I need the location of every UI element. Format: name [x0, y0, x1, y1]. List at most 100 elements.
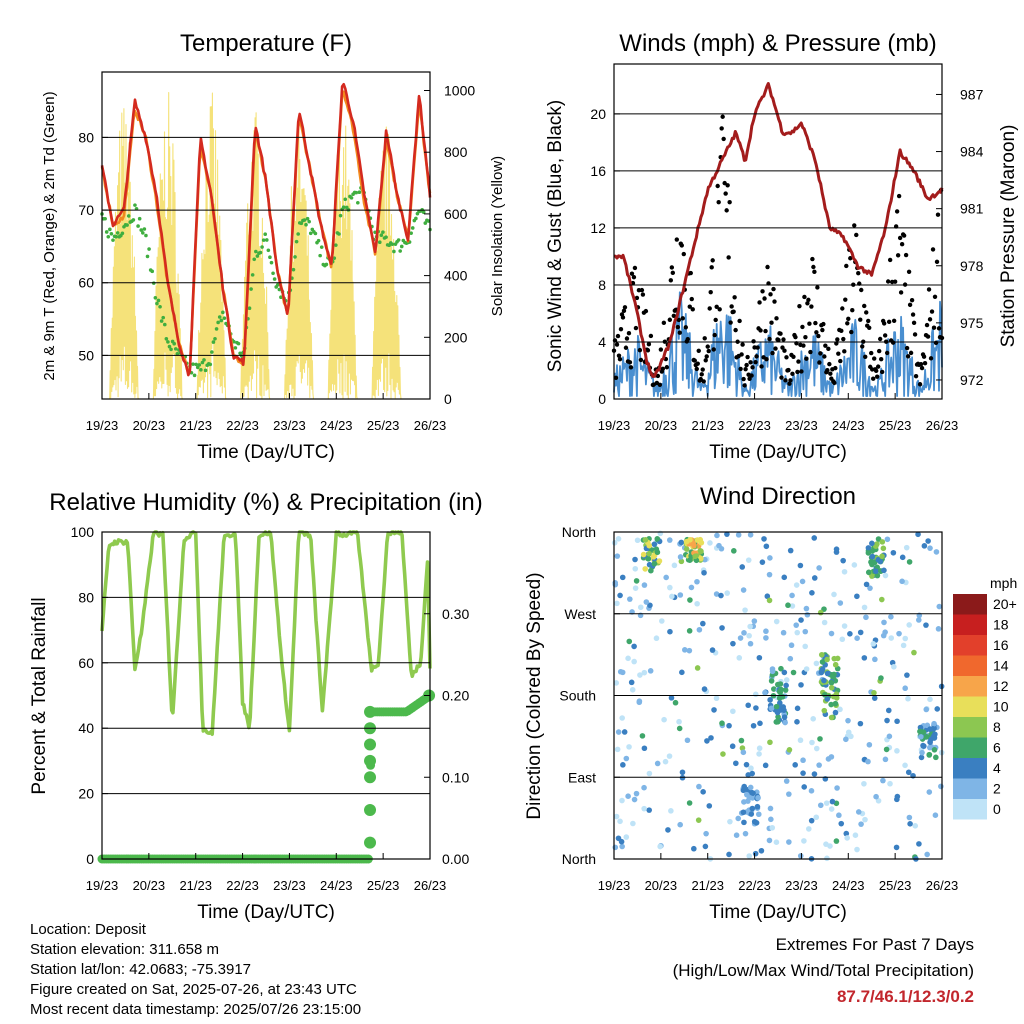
gust-point	[728, 320, 733, 325]
direction-point	[746, 632, 752, 639]
direction-point	[902, 635, 909, 642]
direction-point	[828, 684, 835, 691]
direction-point	[933, 549, 940, 555]
direction-point	[821, 677, 827, 684]
winds-ticks: 0 4 8 12 16 20 972 975 978 981 984 987 19/23 20/23 21/…	[590, 86, 983, 433]
gust-point	[931, 325, 937, 330]
direction-point	[701, 686, 708, 692]
direction-point	[654, 536, 661, 542]
direction-point	[782, 719, 788, 726]
gust-point	[821, 321, 826, 327]
direction-point	[931, 747, 938, 753]
direction-point	[747, 623, 753, 630]
gust-point	[814, 330, 819, 335]
direction-point	[703, 830, 709, 837]
direction-point	[767, 739, 773, 746]
direction-point	[642, 566, 649, 572]
speed-legend: 20+ 18 16 14 12 10 8 6 4 2 0	[953, 594, 1017, 820]
direction-point	[834, 785, 840, 791]
dewpoint-point	[153, 295, 158, 300]
gust-point	[820, 327, 825, 333]
gust-point	[918, 361, 924, 367]
y-tick-label: West	[564, 606, 596, 622]
dewpoint-point	[410, 226, 415, 230]
dewpoint-point	[384, 235, 388, 239]
gust-point	[621, 308, 627, 314]
direction-point	[874, 541, 880, 547]
direction-point	[781, 574, 788, 581]
direction-point	[936, 603, 943, 610]
gust-point	[617, 356, 623, 362]
legend-swatch	[953, 717, 987, 738]
gust-point	[762, 296, 767, 301]
direction-point	[912, 823, 919, 829]
direction-point	[676, 725, 683, 732]
direction-point	[904, 672, 910, 678]
gust-point	[680, 316, 685, 321]
direction-point	[719, 720, 725, 727]
dewpoint-point	[253, 249, 258, 254]
direction-point	[841, 623, 848, 629]
gust-point	[791, 354, 796, 359]
gust-point	[616, 353, 622, 358]
direction-point	[841, 568, 848, 575]
direction-point	[743, 791, 750, 798]
dewpoint-point	[104, 230, 109, 234]
y-tick-label: 70	[78, 202, 94, 218]
direction-point	[762, 689, 768, 696]
gust-point	[787, 381, 792, 386]
y-tick-label: 12	[590, 220, 606, 236]
gust-point	[846, 316, 851, 322]
gust-point	[670, 270, 676, 276]
direction-point	[879, 539, 886, 545]
gust-point	[790, 371, 795, 377]
precip-point	[364, 836, 377, 849]
gust-point	[669, 265, 675, 270]
direction-point	[789, 603, 796, 609]
direction-point	[875, 797, 882, 804]
x-tick-label: 23/23	[273, 878, 306, 893]
gust-point	[928, 356, 934, 361]
direction-point	[724, 531, 730, 537]
direction-point	[740, 749, 747, 756]
gust-point	[913, 373, 919, 379]
direction-point	[750, 790, 756, 796]
direction-point	[632, 556, 638, 563]
direction-point	[745, 557, 752, 563]
direction-point	[886, 733, 893, 740]
direction-point	[845, 717, 851, 724]
gust-point	[890, 340, 896, 345]
gust-point	[688, 270, 693, 276]
direction-point	[659, 618, 665, 624]
dewpoint-point	[398, 249, 402, 253]
direction-point	[719, 625, 725, 631]
y-tick-label: North	[562, 851, 596, 867]
gust-point	[739, 352, 744, 357]
dewpoint-point	[268, 255, 272, 260]
direction-point	[869, 573, 875, 579]
x-tick-label: 26/23	[414, 878, 447, 893]
dewpoint-point	[142, 227, 147, 231]
gust-point	[860, 344, 865, 349]
gust-point	[779, 375, 784, 380]
dewpoint-point	[137, 216, 142, 221]
direction-point	[752, 691, 759, 698]
direction-point	[879, 553, 885, 560]
direction-point	[637, 604, 644, 611]
direction-point	[691, 542, 697, 549]
gust-point	[748, 360, 753, 365]
dewpoint-point	[167, 344, 172, 349]
dewpoint-point	[158, 304, 162, 309]
direction-point	[817, 609, 824, 616]
gust-point	[648, 333, 654, 339]
direction-point	[665, 827, 671, 833]
direction-ylabel-left: Direction (Colored By Speed)	[524, 572, 545, 819]
humidity-title: Relative Humidity (%) & Precipitation (i…	[49, 489, 482, 516]
gust-point	[702, 336, 707, 341]
dewpoint-point	[377, 240, 382, 245]
temperature-series	[100, 82, 432, 400]
direction-point	[785, 602, 791, 609]
direction-point	[636, 698, 643, 704]
gust-point	[833, 365, 838, 371]
dewpoint-point	[399, 244, 404, 249]
